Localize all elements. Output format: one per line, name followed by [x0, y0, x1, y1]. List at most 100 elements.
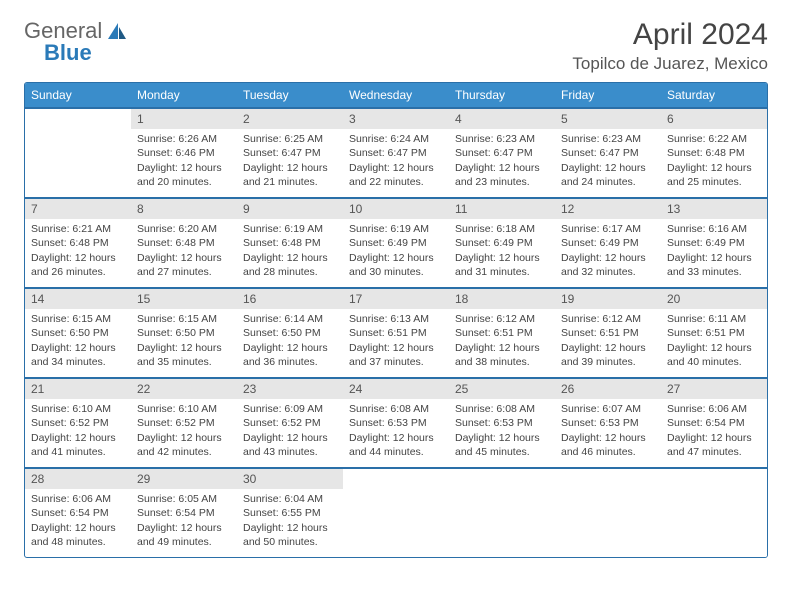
- day-number: 4: [449, 109, 555, 129]
- daylight-text: Daylight: 12 hours and 22 minutes.: [349, 161, 443, 189]
- sunrise-text: Sunrise: 6:08 AM: [349, 402, 443, 416]
- day-body: Sunrise: 6:06 AMSunset: 6:54 PMDaylight:…: [25, 489, 131, 555]
- day-body: Sunrise: 6:16 AMSunset: 6:49 PMDaylight:…: [661, 219, 767, 285]
- weeks-container: 1Sunrise: 6:26 AMSunset: 6:46 PMDaylight…: [25, 107, 767, 557]
- day-body: Sunrise: 6:21 AMSunset: 6:48 PMDaylight:…: [25, 219, 131, 285]
- week-row: 28Sunrise: 6:06 AMSunset: 6:54 PMDayligh…: [25, 467, 767, 557]
- sunrise-text: Sunrise: 6:22 AM: [667, 132, 761, 146]
- calendar: Sunday Monday Tuesday Wednesday Thursday…: [24, 82, 768, 558]
- sunset-text: Sunset: 6:52 PM: [31, 416, 125, 430]
- sunset-text: Sunset: 6:53 PM: [349, 416, 443, 430]
- day-body: Sunrise: 6:12 AMSunset: 6:51 PMDaylight:…: [555, 309, 661, 375]
- day-number: 23: [237, 379, 343, 399]
- sunrise-text: Sunrise: 6:12 AM: [455, 312, 549, 326]
- calendar-cell: 22Sunrise: 6:10 AMSunset: 6:52 PMDayligh…: [131, 379, 237, 467]
- title-block: April 2024 Topilco de Juarez, Mexico: [572, 18, 768, 74]
- calendar-cell: 21Sunrise: 6:10 AMSunset: 6:52 PMDayligh…: [25, 379, 131, 467]
- sunset-text: Sunset: 6:53 PM: [561, 416, 655, 430]
- day-body: Sunrise: 6:15 AMSunset: 6:50 PMDaylight:…: [131, 309, 237, 375]
- day-body: Sunrise: 6:20 AMSunset: 6:48 PMDaylight:…: [131, 219, 237, 285]
- daylight-text: Daylight: 12 hours and 48 minutes.: [31, 521, 125, 549]
- day-number: 11: [449, 199, 555, 219]
- sunrise-text: Sunrise: 6:18 AM: [455, 222, 549, 236]
- sunrise-text: Sunrise: 6:13 AM: [349, 312, 443, 326]
- day-body: Sunrise: 6:08 AMSunset: 6:53 PMDaylight:…: [343, 399, 449, 465]
- day-body: Sunrise: 6:10 AMSunset: 6:52 PMDaylight:…: [131, 399, 237, 465]
- sunset-text: Sunset: 6:47 PM: [455, 146, 549, 160]
- calendar-cell: 30Sunrise: 6:04 AMSunset: 6:55 PMDayligh…: [237, 469, 343, 557]
- sunset-text: Sunset: 6:54 PM: [31, 506, 125, 520]
- day-body: Sunrise: 6:09 AMSunset: 6:52 PMDaylight:…: [237, 399, 343, 465]
- sunrise-text: Sunrise: 6:19 AM: [243, 222, 337, 236]
- day-body: Sunrise: 6:23 AMSunset: 6:47 PMDaylight:…: [555, 129, 661, 195]
- sunset-text: Sunset: 6:54 PM: [137, 506, 231, 520]
- day-number: 15: [131, 289, 237, 309]
- sunset-text: Sunset: 6:55 PM: [243, 506, 337, 520]
- calendar-cell: 2Sunrise: 6:25 AMSunset: 6:47 PMDaylight…: [237, 109, 343, 197]
- week-row: 1Sunrise: 6:26 AMSunset: 6:46 PMDaylight…: [25, 107, 767, 197]
- day-body: Sunrise: 6:05 AMSunset: 6:54 PMDaylight:…: [131, 489, 237, 555]
- day-number: 2: [237, 109, 343, 129]
- sunset-text: Sunset: 6:52 PM: [137, 416, 231, 430]
- sunset-text: Sunset: 6:51 PM: [455, 326, 549, 340]
- sunset-text: Sunset: 6:48 PM: [667, 146, 761, 160]
- daylight-text: Daylight: 12 hours and 34 minutes.: [31, 341, 125, 369]
- daylight-text: Daylight: 12 hours and 33 minutes.: [667, 251, 761, 279]
- sunrise-text: Sunrise: 6:07 AM: [561, 402, 655, 416]
- day-body: Sunrise: 6:26 AMSunset: 6:46 PMDaylight:…: [131, 129, 237, 195]
- sunrise-text: Sunrise: 6:21 AM: [31, 222, 125, 236]
- calendar-cell: 7Sunrise: 6:21 AMSunset: 6:48 PMDaylight…: [25, 199, 131, 287]
- sunset-text: Sunset: 6:46 PM: [137, 146, 231, 160]
- daylight-text: Daylight: 12 hours and 38 minutes.: [455, 341, 549, 369]
- sunset-text: Sunset: 6:50 PM: [243, 326, 337, 340]
- day-number: 8: [131, 199, 237, 219]
- sunset-text: Sunset: 6:51 PM: [667, 326, 761, 340]
- sunrise-text: Sunrise: 6:12 AM: [561, 312, 655, 326]
- location-label: Topilco de Juarez, Mexico: [572, 54, 768, 74]
- calendar-cell: 19Sunrise: 6:12 AMSunset: 6:51 PMDayligh…: [555, 289, 661, 377]
- calendar-cell: 23Sunrise: 6:09 AMSunset: 6:52 PMDayligh…: [237, 379, 343, 467]
- daylight-text: Daylight: 12 hours and 42 minutes.: [137, 431, 231, 459]
- day-body: Sunrise: 6:14 AMSunset: 6:50 PMDaylight:…: [237, 309, 343, 375]
- day-body: Sunrise: 6:06 AMSunset: 6:54 PMDaylight:…: [661, 399, 767, 465]
- daylight-text: Daylight: 12 hours and 32 minutes.: [561, 251, 655, 279]
- day-number: 25: [449, 379, 555, 399]
- day-number: 26: [555, 379, 661, 399]
- daylight-text: Daylight: 12 hours and 24 minutes.: [561, 161, 655, 189]
- day-body: Sunrise: 6:11 AMSunset: 6:51 PMDaylight:…: [661, 309, 767, 375]
- daylight-text: Daylight: 12 hours and 31 minutes.: [455, 251, 549, 279]
- daylight-text: Daylight: 12 hours and 49 minutes.: [137, 521, 231, 549]
- daylight-text: Daylight: 12 hours and 45 minutes.: [455, 431, 549, 459]
- daylight-text: Daylight: 12 hours and 41 minutes.: [31, 431, 125, 459]
- day-body: Sunrise: 6:17 AMSunset: 6:49 PMDaylight:…: [555, 219, 661, 285]
- sunrise-text: Sunrise: 6:14 AM: [243, 312, 337, 326]
- day-number: 1: [131, 109, 237, 129]
- day-body: Sunrise: 6:25 AMSunset: 6:47 PMDaylight:…: [237, 129, 343, 195]
- daylight-text: Daylight: 12 hours and 39 minutes.: [561, 341, 655, 369]
- day-number: 10: [343, 199, 449, 219]
- daylight-text: Daylight: 12 hours and 43 minutes.: [243, 431, 337, 459]
- sunrise-text: Sunrise: 6:08 AM: [455, 402, 549, 416]
- sunset-text: Sunset: 6:50 PM: [31, 326, 125, 340]
- logo-sail-icon: [106, 21, 128, 41]
- daylight-text: Daylight: 12 hours and 47 minutes.: [667, 431, 761, 459]
- day-number: 13: [661, 199, 767, 219]
- sunset-text: Sunset: 6:48 PM: [243, 236, 337, 250]
- calendar-cell: 10Sunrise: 6:19 AMSunset: 6:49 PMDayligh…: [343, 199, 449, 287]
- day-header-thursday: Thursday: [449, 83, 555, 107]
- day-number: 28: [25, 469, 131, 489]
- day-number: 19: [555, 289, 661, 309]
- calendar-cell: 20Sunrise: 6:11 AMSunset: 6:51 PMDayligh…: [661, 289, 767, 377]
- daylight-text: Daylight: 12 hours and 36 minutes.: [243, 341, 337, 369]
- sunset-text: Sunset: 6:49 PM: [349, 236, 443, 250]
- calendar-cell: 8Sunrise: 6:20 AMSunset: 6:48 PMDaylight…: [131, 199, 237, 287]
- day-body: Sunrise: 6:24 AMSunset: 6:47 PMDaylight:…: [343, 129, 449, 195]
- calendar-cell: [661, 469, 767, 557]
- calendar-cell: 28Sunrise: 6:06 AMSunset: 6:54 PMDayligh…: [25, 469, 131, 557]
- day-header-tuesday: Tuesday: [237, 83, 343, 107]
- calendar-cell: 16Sunrise: 6:14 AMSunset: 6:50 PMDayligh…: [237, 289, 343, 377]
- sunrise-text: Sunrise: 6:16 AM: [667, 222, 761, 236]
- day-number: 20: [661, 289, 767, 309]
- day-number: 27: [661, 379, 767, 399]
- calendar-cell: 1Sunrise: 6:26 AMSunset: 6:46 PMDaylight…: [131, 109, 237, 197]
